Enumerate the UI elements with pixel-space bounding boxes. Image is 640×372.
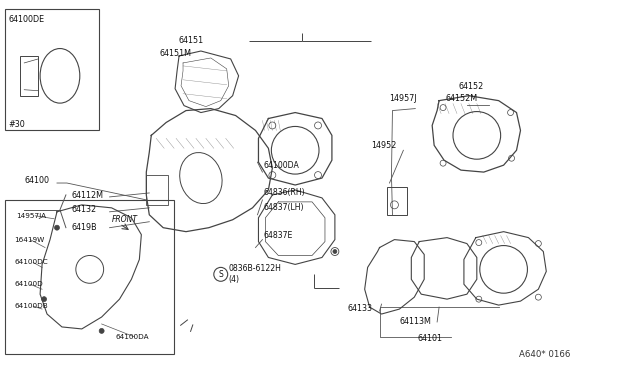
- Text: 14957JA: 14957JA: [16, 213, 47, 219]
- Text: 64100DB: 64100DB: [14, 303, 48, 309]
- Text: 16419W: 16419W: [14, 237, 45, 243]
- Text: 64100: 64100: [24, 176, 49, 185]
- Text: FRONT: FRONT: [111, 215, 138, 224]
- Text: 64100DA: 64100DA: [116, 334, 149, 340]
- Circle shape: [333, 250, 337, 253]
- Text: 64101: 64101: [417, 334, 442, 343]
- Circle shape: [99, 328, 104, 333]
- Text: 64151: 64151: [178, 36, 203, 45]
- Bar: [5, 9, 99, 131]
- Text: 14957J: 14957J: [390, 94, 417, 103]
- Circle shape: [54, 225, 60, 230]
- Text: (4): (4): [228, 275, 240, 284]
- Text: #30: #30: [8, 119, 25, 128]
- Text: 64837(LH): 64837(LH): [264, 203, 304, 212]
- Text: 14952: 14952: [372, 141, 397, 150]
- Text: 64151M: 64151M: [159, 49, 191, 58]
- Text: 64100DA: 64100DA: [264, 161, 299, 170]
- Text: 64100D: 64100D: [14, 281, 43, 287]
- Bar: [387, 187, 407, 215]
- Text: 64112M: 64112M: [72, 191, 104, 200]
- Text: 64152M: 64152M: [445, 94, 477, 103]
- Circle shape: [42, 296, 47, 302]
- Text: 6419B: 6419B: [72, 223, 97, 232]
- Text: 64133: 64133: [348, 304, 372, 313]
- Bar: [147, 175, 168, 205]
- Text: 0836B-6122H: 0836B-6122H: [228, 264, 282, 273]
- Text: 64152: 64152: [459, 82, 484, 91]
- Text: 64837E: 64837E: [264, 231, 293, 240]
- Text: S: S: [218, 270, 223, 279]
- Bar: [20, 56, 38, 96]
- Text: 64100DE: 64100DE: [8, 15, 44, 24]
- Bar: [5, 200, 174, 354]
- Text: 64836(RH): 64836(RH): [264, 188, 305, 197]
- Text: 64113M: 64113M: [399, 317, 431, 326]
- Text: 64100DC: 64100DC: [14, 259, 48, 266]
- Text: 64132: 64132: [72, 205, 97, 214]
- Text: A640* 0166: A640* 0166: [518, 350, 570, 359]
